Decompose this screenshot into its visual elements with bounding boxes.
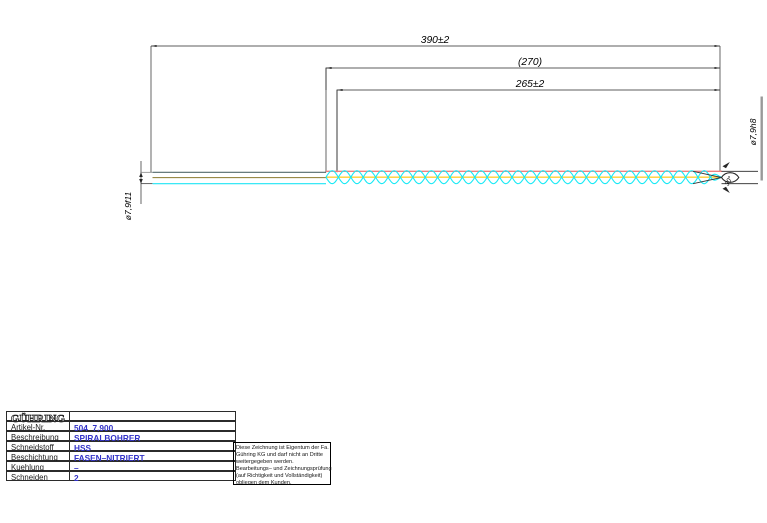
svg-text:265±2: 265±2 — [515, 79, 545, 90]
svg-text:ø7,9h8: ø7,9h8 — [748, 118, 758, 145]
svg-text:30°: 30° — [723, 174, 735, 187]
svg-text:390±2: 390±2 — [421, 35, 450, 46]
svg-text:ø7,9f11: ø7,9f11 — [123, 192, 133, 221]
svg-text:(270): (270) — [518, 57, 542, 68]
